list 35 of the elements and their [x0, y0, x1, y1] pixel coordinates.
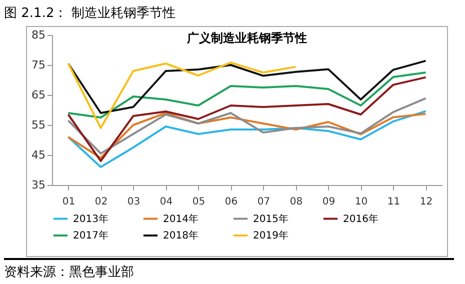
line-series: [67, 97, 427, 154]
y-tick-label: 75: [32, 58, 46, 72]
x-tick-label: 09: [322, 196, 336, 208]
x-tick-label: 07: [257, 196, 270, 208]
x-tick-label: 10: [354, 196, 368, 208]
line-series: [67, 110, 427, 168]
legend-label: 2015年: [253, 212, 288, 225]
legend-label: 2017年: [73, 230, 108, 242]
legend-label: 2013年: [73, 212, 108, 225]
x-tick-label: 02: [94, 196, 108, 208]
x-tick-label: 11: [387, 196, 400, 208]
x-tick-label: 06: [224, 196, 238, 208]
line-series: [67, 72, 427, 118]
legend-label: 2014年: [163, 212, 198, 225]
y-tick-label: 45: [32, 148, 46, 162]
line-series: [67, 62, 297, 129]
x-tick-label: 05: [192, 196, 206, 208]
line-series: [67, 112, 427, 159]
line-series: [67, 60, 427, 114]
line-series: [67, 76, 427, 162]
x-tick-label: 01: [62, 196, 76, 208]
legend-label: 2018年: [163, 230, 198, 242]
legend-label: 2019年: [253, 230, 288, 242]
text: 资料来源：黑色事业部: [4, 264, 134, 281]
y-tick-label: 65: [32, 88, 46, 102]
x-tick-label: 12: [420, 196, 433, 208]
x-tick-label: 08: [290, 196, 303, 208]
y-tick-label: 55: [32, 118, 46, 132]
y-tick-label: 35: [32, 178, 46, 192]
chart-subtitle: 广义制造业耗钢季节性: [186, 31, 307, 45]
legend-label: 2016年: [343, 212, 378, 225]
x-tick-label: 04: [160, 196, 173, 208]
chart-title: 图 2.1.2： 制造业耗钢季节性: [4, 5, 176, 22]
y-tick-label: 85: [32, 28, 46, 42]
x-tick-label: 03: [127, 196, 140, 208]
